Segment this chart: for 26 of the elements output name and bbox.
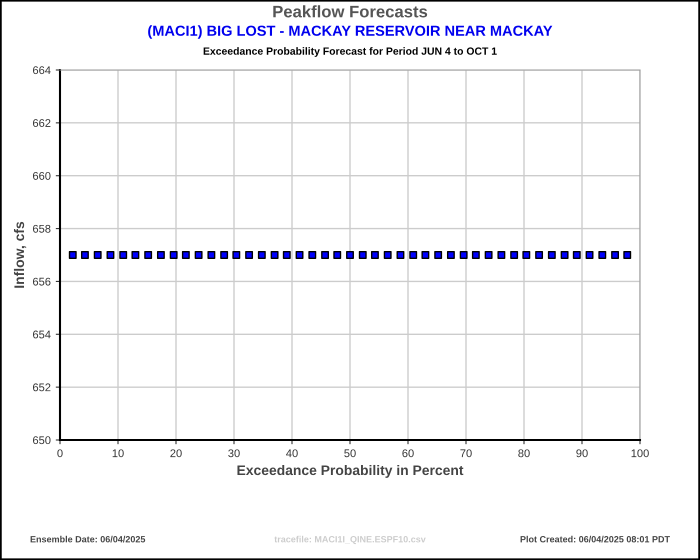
x-tick-label: 80	[518, 449, 530, 458]
text: Ensemble Date: 06/04/2025	[30, 536, 146, 543]
y-tick-label: 660	[33, 172, 51, 180]
x-axis-title: Exceedance Probability in Percent	[237, 464, 464, 478]
y-tick-label: 654	[33, 330, 51, 338]
x-tick-label: 50	[344, 449, 356, 458]
text: Exceedance Probability Forecast for Period JUN 4 to OCT 1	[204, 47, 497, 57]
x-tick-label: 100	[632, 449, 649, 458]
y-tick-label: 656	[33, 278, 50, 286]
x-tick-label: 20	[170, 449, 182, 458]
chart-title: Peakflow Forecasts	[273, 5, 428, 18]
x-tick-label: 60	[402, 449, 414, 458]
y-tick-label: 658	[33, 224, 50, 233]
y-tick-label: 650	[33, 436, 51, 444]
chart-subtitle: (MACI1) BIG LOST - MACKAY RESERVOIR NEAR MACKAY	[148, 25, 552, 39]
x-tick-label: 30	[228, 449, 240, 458]
x-tick-label: 40	[286, 449, 298, 458]
y-axis-title: Inflow, cfs	[14, 222, 26, 288]
x-tick-label: 90	[576, 449, 588, 458]
y-tick-label: 664	[33, 66, 51, 74]
x-tick-label: 10	[112, 449, 124, 458]
x-tick-label: 70	[460, 449, 472, 458]
text: Plot Created: 06/04/2025 08:01 PDT	[520, 536, 670, 543]
y-tick-label: 662	[33, 119, 50, 127]
x-tick-label: 0	[57, 449, 63, 458]
y-tick-label: 652	[33, 383, 50, 392]
